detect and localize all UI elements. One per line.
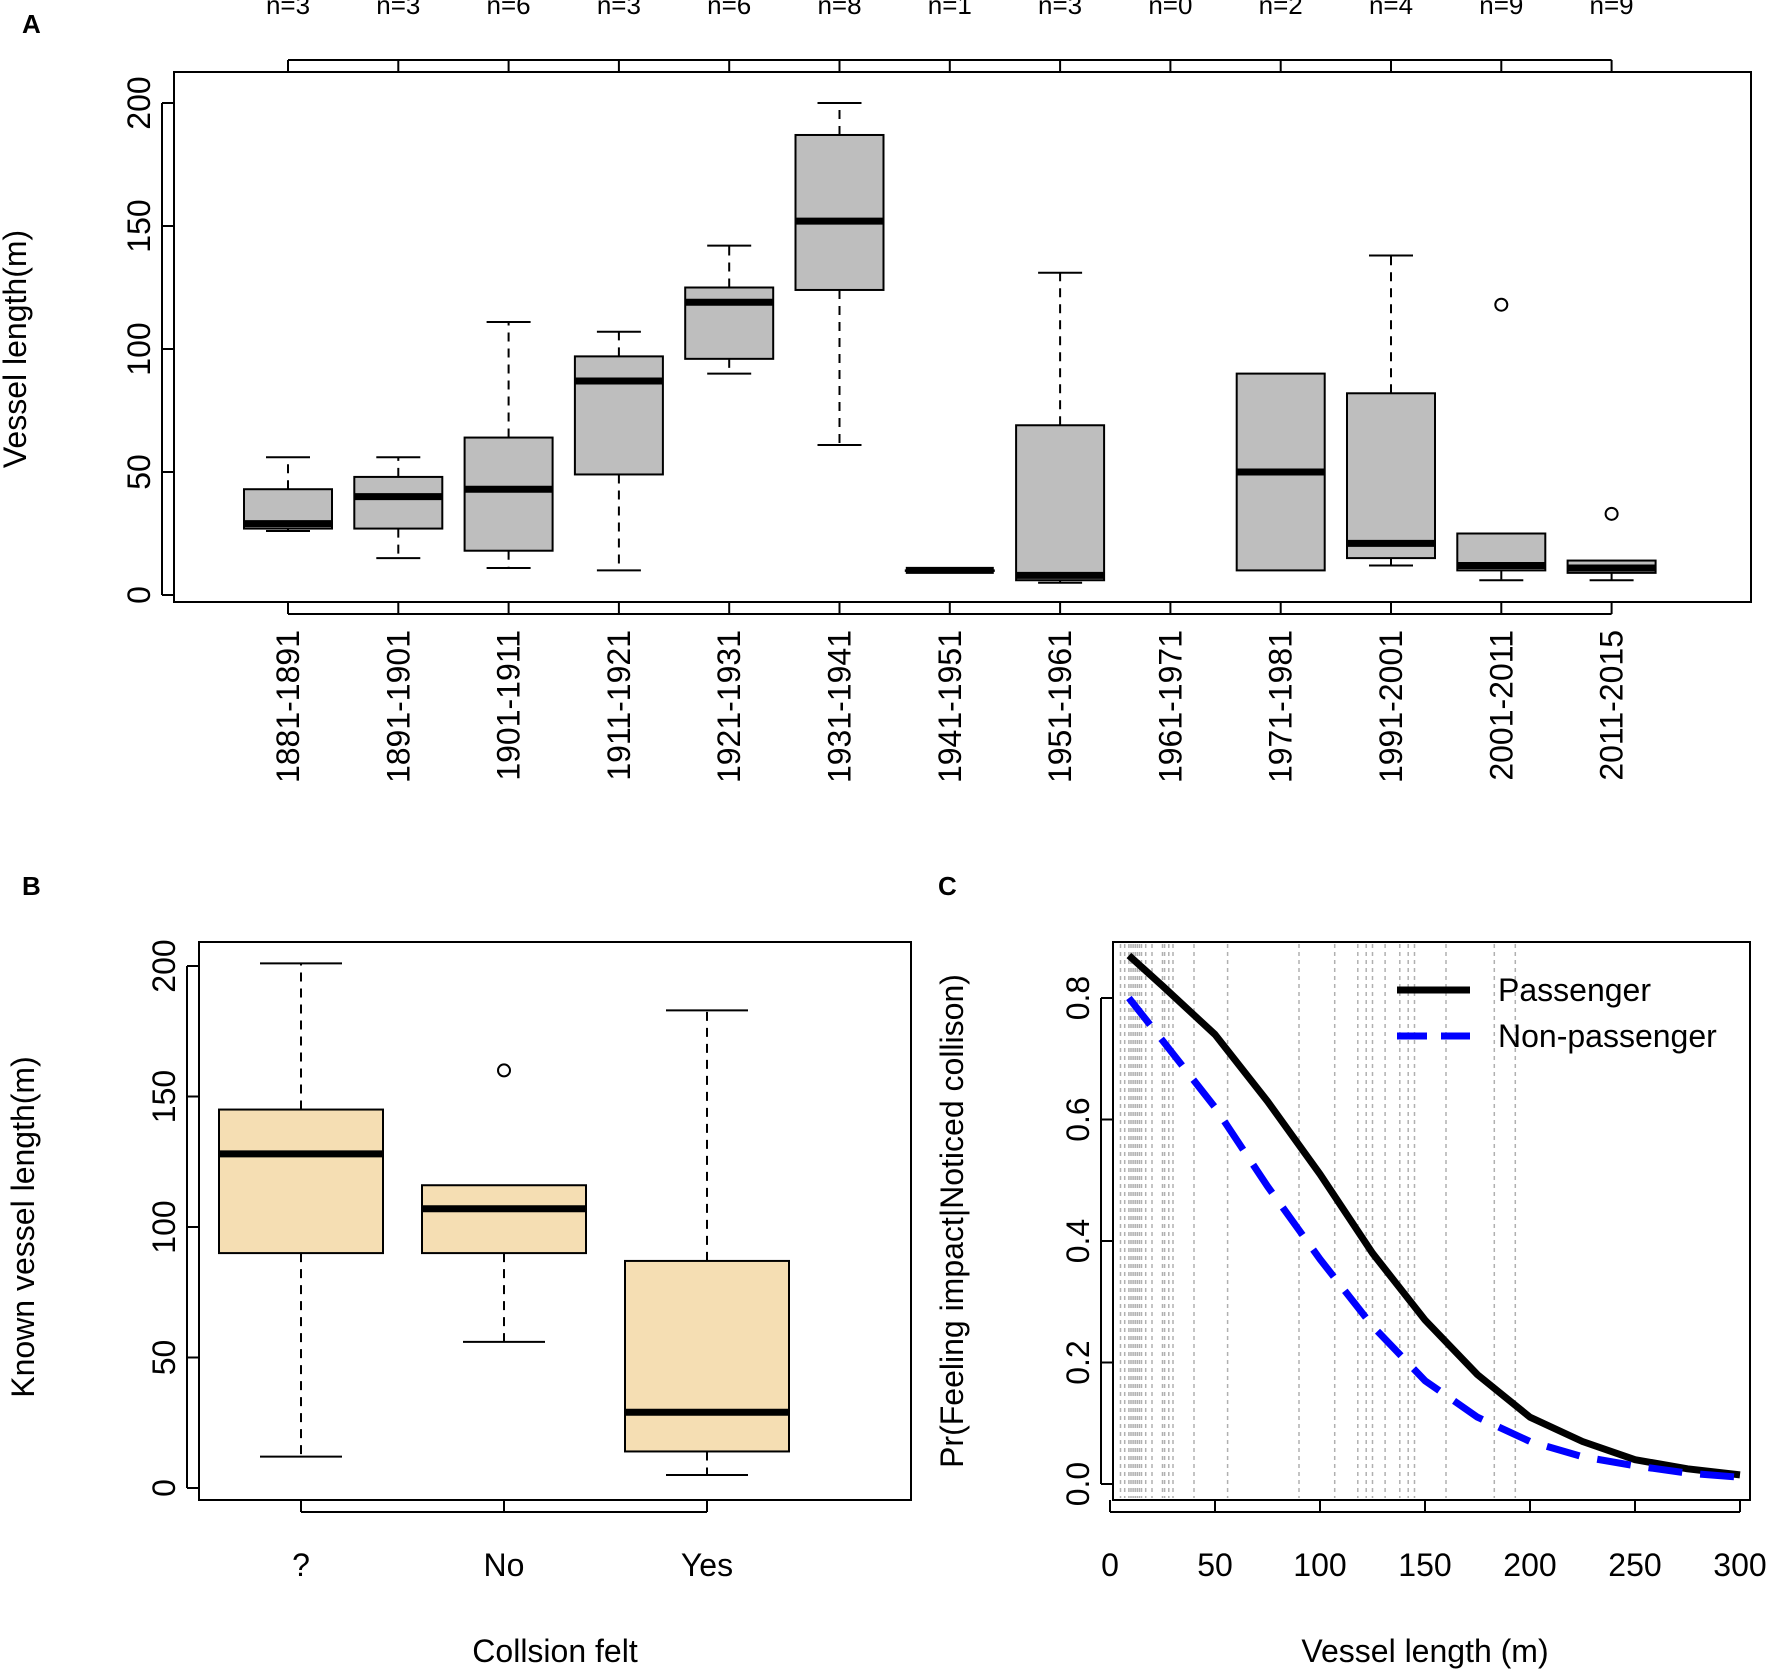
y-tick-label: 0.0 bbox=[1060, 1462, 1096, 1506]
box bbox=[624, 1259, 790, 1453]
x-tick-label: 50 bbox=[1197, 1547, 1233, 1583]
n-label: n=6 bbox=[707, 0, 751, 20]
x-tick-label: 150 bbox=[1398, 1547, 1451, 1583]
box bbox=[421, 1184, 587, 1255]
x-tick-label: 1901-1911 bbox=[491, 630, 527, 781]
n-label: n=9 bbox=[1479, 0, 1523, 20]
plot-frame bbox=[173, 71, 1752, 603]
y-axis-title: Pr(Feeling impact|Noticed collison) bbox=[934, 974, 970, 1468]
x-tick-label: 1961-1971 bbox=[1152, 630, 1188, 783]
x-tick-label: 1931-1941 bbox=[822, 630, 858, 783]
x-axis-title: Vessel length (m) bbox=[1301, 1633, 1548, 1669]
series-line-non-passenger bbox=[1126, 995, 1741, 1481]
panel-label-c: C bbox=[938, 871, 957, 901]
x-tick-label: Yes bbox=[681, 1547, 733, 1583]
x-axis-title: Collsion felt bbox=[472, 1633, 638, 1669]
x-tick-label: 1951-1961 bbox=[1042, 630, 1078, 783]
x-tick-label: 1941-1951 bbox=[932, 630, 968, 783]
n-label: n=2 bbox=[1259, 0, 1303, 20]
n-label: n=3 bbox=[597, 0, 641, 20]
x-tick-label: 1891-1901 bbox=[380, 630, 416, 783]
x-tick-label: 0 bbox=[1101, 1547, 1119, 1583]
y-tick-label: 0 bbox=[121, 586, 157, 604]
panel-label-a: A bbox=[22, 9, 41, 39]
y-tick-label: 150 bbox=[146, 1070, 182, 1123]
y-tick-label: 100 bbox=[121, 322, 157, 375]
y-tick-label: 50 bbox=[146, 1340, 182, 1376]
x-tick-label: 1921-1931 bbox=[711, 630, 747, 783]
y-tick-label: 150 bbox=[121, 199, 157, 252]
x-tick-label: 300 bbox=[1713, 1547, 1766, 1583]
box bbox=[218, 1108, 384, 1255]
box bbox=[1346, 392, 1436, 560]
y-tick-label: 50 bbox=[121, 454, 157, 490]
plot-frame bbox=[198, 941, 912, 1501]
outlier-point bbox=[1604, 506, 1619, 521]
box bbox=[353, 475, 444, 530]
n-label: n=4 bbox=[1369, 0, 1413, 20]
legend-label: Passenger bbox=[1498, 972, 1651, 1008]
x-tick-label: 1971-1981 bbox=[1263, 630, 1299, 783]
y-axis-title: Vessel length(m) bbox=[0, 230, 33, 468]
y-tick-label: 0.2 bbox=[1060, 1340, 1096, 1384]
x-tick-label: 250 bbox=[1608, 1547, 1661, 1583]
y-tick-label: 100 bbox=[146, 1200, 182, 1253]
panel-c-line-chart: 0.0 0.2 0.4 0.6 0.8 0 50 100 150 200 250 300 Vessel … bbox=[934, 941, 1767, 1669]
box bbox=[684, 286, 775, 360]
x-tick-label: 200 bbox=[1503, 1547, 1556, 1583]
y-tick-label: 200 bbox=[146, 939, 182, 992]
n-label: n=0 bbox=[1148, 0, 1192, 20]
n-label: n=3 bbox=[376, 0, 420, 20]
x-tick-label: 2001-2011 bbox=[1483, 630, 1519, 781]
panel-a-boxplot: 0 50 100 150 200 Vessel length(m) 1881-1891 n=3… bbox=[0, 0, 1752, 783]
y-tick-label: 0.8 bbox=[1060, 976, 1096, 1020]
y-tick-label: 0.6 bbox=[1060, 1097, 1096, 1141]
box bbox=[573, 355, 664, 476]
y-tick-label: 0.4 bbox=[1060, 1219, 1096, 1263]
legend-label: Non-passenger bbox=[1498, 1018, 1717, 1054]
panel-b-boxplot: 0 50 100 150 200 Known vessel length(m)? No Yes… bbox=[5, 939, 912, 1669]
n-label: n=6 bbox=[487, 0, 531, 20]
series-line-passenger bbox=[1126, 952, 1741, 1479]
y-tick-label: 200 bbox=[121, 76, 157, 129]
plot-frame bbox=[1112, 941, 1751, 1501]
x-tick-label: 100 bbox=[1293, 1547, 1346, 1583]
x-tick-label: 1911-1921 bbox=[601, 630, 637, 781]
box bbox=[463, 436, 554, 552]
box bbox=[1015, 424, 1106, 582]
x-tick-label: No bbox=[484, 1547, 525, 1583]
n-label: n=9 bbox=[1590, 0, 1634, 20]
box bbox=[794, 133, 885, 291]
x-tick-label: ? bbox=[292, 1547, 310, 1583]
outlier-point bbox=[1494, 297, 1509, 312]
n-label: n=3 bbox=[266, 0, 310, 20]
n-label: n=1 bbox=[928, 0, 972, 20]
n-label: n=3 bbox=[1038, 0, 1082, 20]
panel-label-b: B bbox=[22, 871, 41, 901]
y-tick-label: 0 bbox=[146, 1479, 182, 1497]
x-tick-label: 2011-2015 bbox=[1594, 630, 1630, 781]
n-label: n=8 bbox=[817, 0, 861, 20]
y-axis-title: Known vessel length(m) bbox=[5, 1056, 41, 1397]
outlier-point bbox=[497, 1063, 511, 1078]
x-tick-label: 1991-2001 bbox=[1373, 630, 1409, 783]
x-tick-label: 1881-1891 bbox=[270, 630, 306, 783]
